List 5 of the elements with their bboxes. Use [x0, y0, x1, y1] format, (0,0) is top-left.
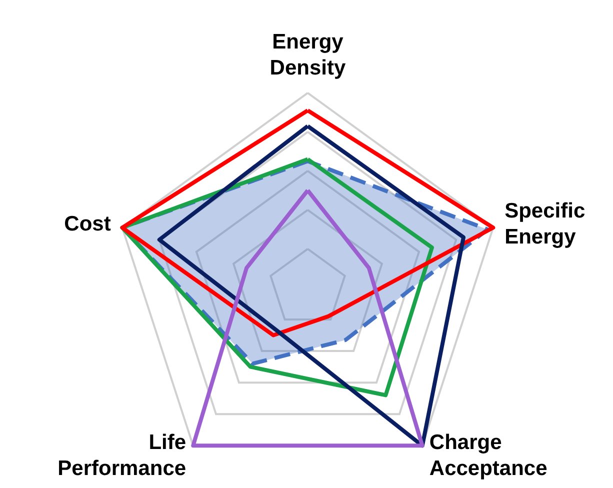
spoke-label: Specific Energy — [504, 199, 586, 248]
spoke-label: Energy Density — [270, 30, 346, 80]
spoke-label: Cost — [64, 212, 111, 236]
spoke-label: Charge Acceptance — [429, 430, 548, 480]
spoke-label: Life Performance — [58, 430, 186, 480]
